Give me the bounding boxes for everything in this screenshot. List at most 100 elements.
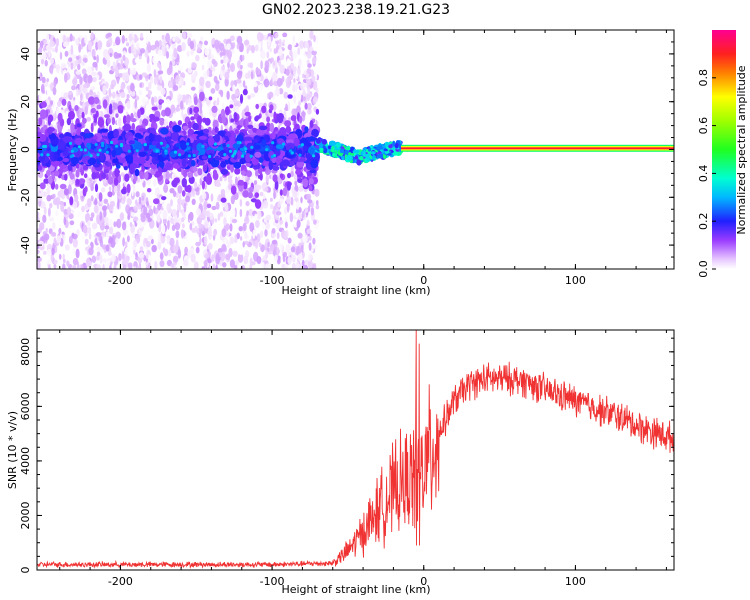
spectrogram-cell: [315, 204, 320, 210]
spectrogram-cell: [263, 78, 270, 88]
spectrogram-cell: [93, 204, 99, 214]
spectrogram-cell: [185, 94, 190, 99]
spectrogram-cell: [239, 42, 244, 53]
spectrogram-cell: [278, 38, 282, 49]
spectrogram-cell: [289, 56, 294, 62]
spectrogram-cell: [55, 197, 61, 205]
spectrogram-cell: [122, 50, 127, 56]
spectrogram-cell: [172, 255, 179, 263]
spectrogram-cell: [138, 151, 147, 157]
spectrogram-cell: [167, 219, 170, 230]
spectrogram-cell: [38, 46, 43, 54]
spectrogram-cell: [96, 104, 102, 110]
spectrogram-cell: [87, 66, 92, 74]
spectrogram-cell: [174, 222, 181, 231]
spectrogram-cell: [182, 125, 189, 130]
spectrogram-cell: [153, 198, 160, 205]
spectrogram-cell: [269, 47, 272, 53]
spectrogram-cell: [147, 217, 152, 223]
spectrogram-cell: [270, 155, 274, 159]
spectrogram-cell: [77, 145, 82, 149]
spectrogram-cell: [304, 207, 308, 213]
spectrogram-cell: [170, 76, 174, 82]
spectrogram-cell: [178, 65, 184, 72]
spectrogram-cell: [105, 54, 111, 61]
spectrogram-cell: [122, 263, 126, 269]
spectrogram-cell: [278, 59, 282, 67]
spectrogram-cell: [229, 223, 233, 232]
spectrogram-cell: [298, 91, 302, 101]
spectrogram-cell: [122, 237, 125, 247]
spectrogram-cell: [104, 160, 109, 166]
spectrogram-cell: [230, 236, 234, 245]
spectrogram-cell: [104, 225, 110, 230]
spectrogram-cell: [172, 37, 176, 42]
spectrogram-cell: [167, 249, 172, 257]
spectrogram-cell: [39, 182, 46, 190]
spectrogram-cell: [59, 183, 67, 190]
spectrogram-cell: [226, 240, 231, 248]
spectrogram-cell: [208, 96, 213, 101]
spectrogram-cell: [210, 193, 214, 202]
spectrogram-cell: [120, 91, 126, 99]
spectrogram-cell: [308, 235, 312, 241]
spectrogram-cell: [158, 39, 162, 47]
spectrogram-cell: [160, 87, 166, 96]
spectrogram-cell: [243, 240, 249, 245]
spectrogram-cell: [251, 45, 255, 54]
spectrogram-cell: [114, 167, 120, 178]
spectrogram-cell: [242, 241, 245, 248]
spectrogram-cell: [145, 240, 151, 248]
spectrogram-cell: [285, 68, 290, 76]
spectrogram-cell: [129, 222, 133, 227]
spectrogram-cell: [299, 115, 303, 124]
spectrogram-cell: [259, 191, 264, 197]
spectrogram-cell: [247, 191, 253, 199]
spectrogram-cell: [106, 43, 111, 48]
spectrogram-cell: [187, 67, 193, 74]
spectrogram-cell: [66, 260, 70, 267]
spectrogram-cell: [118, 53, 122, 58]
spectrogram-cell: [308, 253, 313, 261]
spectrogram-cell: [124, 88, 128, 96]
spectrogram-cell: [249, 264, 253, 269]
spectrogram-cell: [115, 113, 119, 118]
spectrogram-cell: [308, 178, 314, 185]
spectrogram-cell: [125, 114, 131, 124]
spectrogram-cell: [169, 237, 175, 247]
spectrogram-cell: [181, 177, 187, 188]
spectrogram-cell: [172, 172, 176, 179]
spectrogram-cell: [312, 237, 316, 245]
spectrogram-cell: [138, 89, 143, 96]
spectrogram-cell: [118, 157, 126, 164]
spectrogram-cell: [87, 51, 92, 57]
spectrogram-cell: [236, 78, 242, 84]
spectrogram-cell: [190, 86, 196, 91]
spectrogram-cell: [119, 65, 124, 70]
spectrogram-cell: [76, 229, 80, 236]
spectrogram-cell: [68, 104, 72, 112]
spectrogram-cell: [80, 131, 86, 137]
spectrogram-cells: [37, 30, 674, 269]
spectrogram-cell: [170, 104, 176, 113]
spectrogram-cell: [104, 262, 109, 269]
spectrogram-cell: [203, 200, 208, 210]
spectrogram-cell: [205, 175, 213, 186]
spectrogram-cell: [41, 76, 46, 84]
spectrogram-cell: [248, 186, 254, 193]
spectrogram-cell: [157, 203, 162, 211]
spectrogram-cell: [150, 164, 158, 170]
spectrogram-cell: [235, 260, 239, 266]
spectrogram-cell: [204, 235, 208, 246]
spectrogram-cell: [302, 96, 307, 101]
spectrogram-cell: [301, 259, 305, 267]
spectrogram-cell: [291, 43, 295, 54]
spectrogram-cell: [214, 155, 220, 161]
spectrogram-cell: [82, 86, 86, 94]
spectrogram-cell: [70, 122, 75, 132]
spectrogram-cell: [195, 208, 202, 216]
spectrogram-cell: [216, 109, 222, 116]
spectrogram-cell: [156, 214, 161, 223]
spectrogram-cell: [286, 203, 290, 213]
